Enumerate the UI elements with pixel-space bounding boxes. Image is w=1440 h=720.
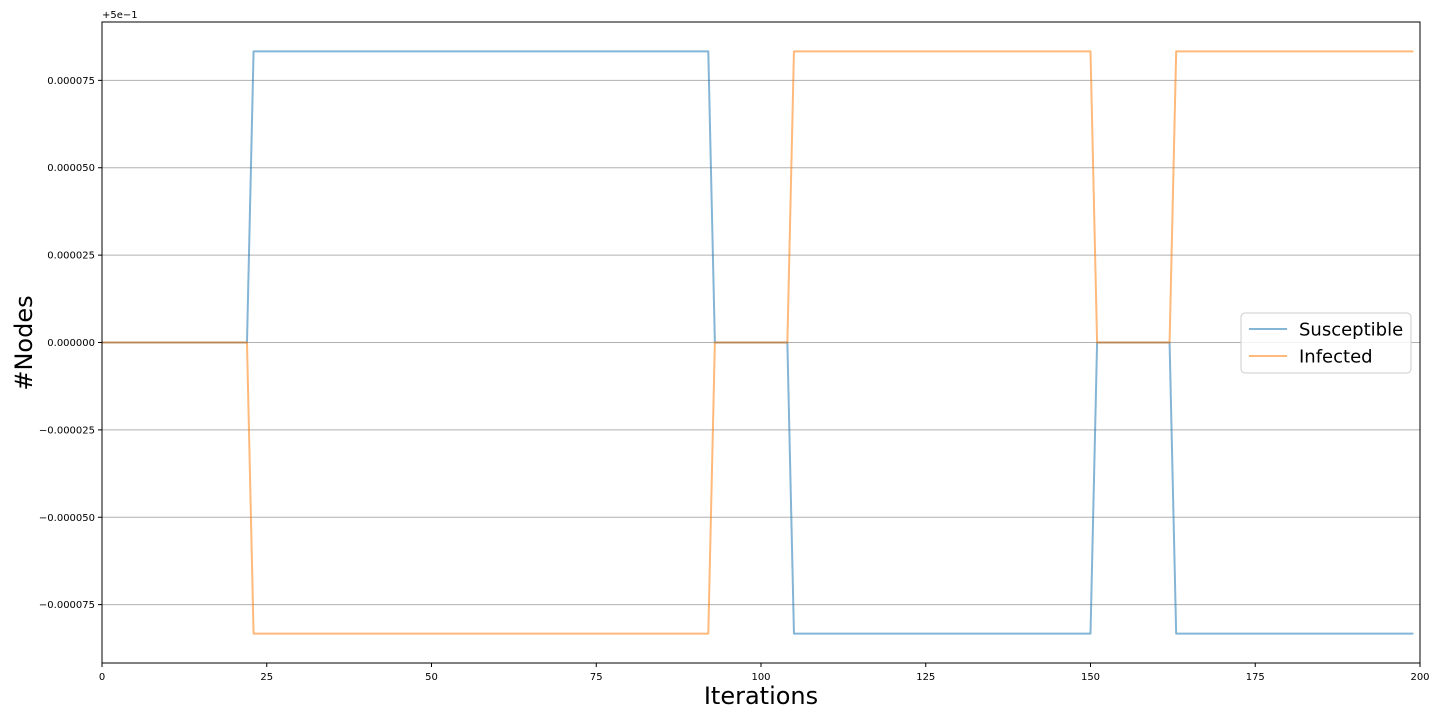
y-axis-ticks: −0.000075 −0.000050 −0.000025 0.000000 0.000… <box>39 76 102 611</box>
x-axis-ticks: 0 25 50 75 100 125 150 175 200 <box>99 663 1430 683</box>
y-offset-label: +5e−1 <box>102 10 138 21</box>
y-tick-label: 0.000000 <box>47 338 95 349</box>
x-tick-label: 25 <box>260 672 273 683</box>
y-tick-label: −0.000025 <box>39 425 95 436</box>
legend: Susceptible Infected <box>1240 312 1412 374</box>
legend-label-infected: Infected <box>1299 347 1373 368</box>
series-lines <box>102 50 1414 635</box>
y-tick-label: 0.000025 <box>47 251 95 262</box>
x-tick-label: 200 <box>1410 672 1429 683</box>
y-tick-label: −0.000075 <box>39 600 95 611</box>
x-tick-label: 0 <box>99 672 105 683</box>
x-tick-label: 150 <box>1081 672 1100 683</box>
y-tick-label: 0.000075 <box>47 76 95 87</box>
y-axis-title: #Nodes <box>10 295 38 390</box>
x-tick-label: 100 <box>751 672 770 683</box>
x-tick-label: 175 <box>1246 672 1265 683</box>
x-axis-title: Iterations <box>704 682 818 710</box>
x-tick-label: 50 <box>425 672 438 683</box>
y-tick-label: −0.000050 <box>39 513 95 524</box>
series-line-infected <box>102 50 1414 635</box>
series-line-susceptible <box>102 50 1414 635</box>
grid-lines <box>102 79 1420 606</box>
y-tick-label: 0.000050 <box>47 163 95 174</box>
x-tick-label: 125 <box>916 672 935 683</box>
legend-label-susceptible: Susceptible <box>1299 320 1403 341</box>
x-tick-label: 75 <box>590 672 603 683</box>
